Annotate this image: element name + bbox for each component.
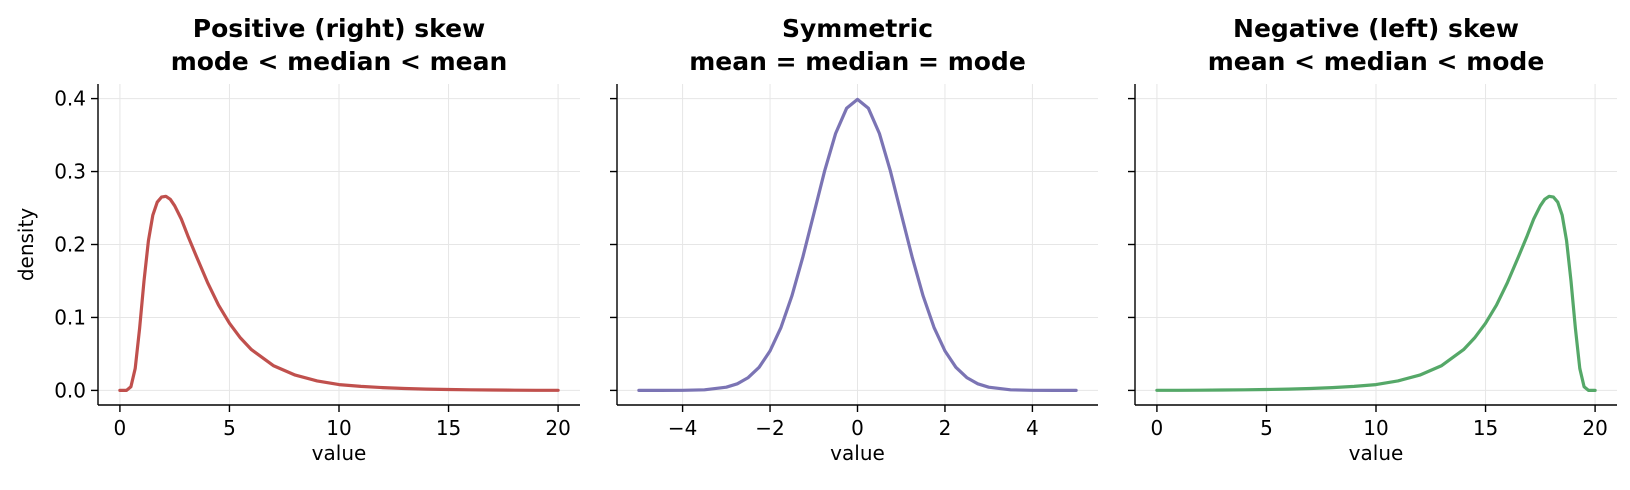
x-tick-label: 10	[326, 416, 351, 440]
x-tick-label: 4	[1026, 416, 1039, 440]
y-axis-label: density	[14, 208, 38, 281]
x-tick-label: 2	[939, 416, 952, 440]
x-tick-label: 5	[1260, 416, 1273, 440]
x-tick-label: 0	[1151, 416, 1164, 440]
chart-panel-3: 0 5 10 15 20 Negative (left) skew mean < media…	[1128, 14, 1617, 465]
x-tick-label: 15	[436, 416, 461, 440]
x-tick-label: 20	[1582, 416, 1607, 440]
chart-title: Negative (left) skew	[1233, 14, 1519, 43]
x-tick-label: 15	[1473, 416, 1498, 440]
chart-panel-2: −4 −2 0 2 4 Symmetric mean = median = mode valu…	[610, 14, 1098, 465]
chart-subtitle: mean < median < mode	[1208, 47, 1545, 76]
x-axis-label: value	[830, 441, 885, 465]
y-tick-label: 0.0	[54, 378, 86, 402]
x-tick-label: 20	[545, 416, 570, 440]
chart-subtitle: mean = median = mode	[689, 47, 1026, 76]
density-curve	[118, 194, 560, 392]
x-axis-label: value	[1349, 441, 1404, 465]
x-tick-label: −2	[755, 416, 784, 440]
y-tick-label: 0.3	[54, 160, 86, 184]
x-tick-label: 0	[114, 416, 127, 440]
x-axis-label: value	[312, 441, 367, 465]
y-tick-label: 0.4	[54, 87, 86, 111]
x-tick-label: 5	[223, 416, 236, 440]
chart-title: Positive (right) skew	[193, 14, 485, 43]
chart-title: Symmetric	[782, 14, 933, 43]
chart-panel-1: 0 5 10 15 20 0.0 0.1 0.2 0.3 0.4 Positive (right) …	[14, 14, 580, 465]
y-tick-label: 0.1	[54, 305, 86, 329]
x-tick-label: 0	[851, 416, 864, 440]
x-tick-label: 10	[1363, 416, 1388, 440]
y-tick-label: 0.2	[54, 233, 86, 257]
chart-subtitle: mode < median < mean	[171, 47, 508, 76]
x-tick-label: −4	[668, 416, 697, 440]
density-curve	[1155, 194, 1597, 392]
density-curve	[637, 97, 1078, 392]
